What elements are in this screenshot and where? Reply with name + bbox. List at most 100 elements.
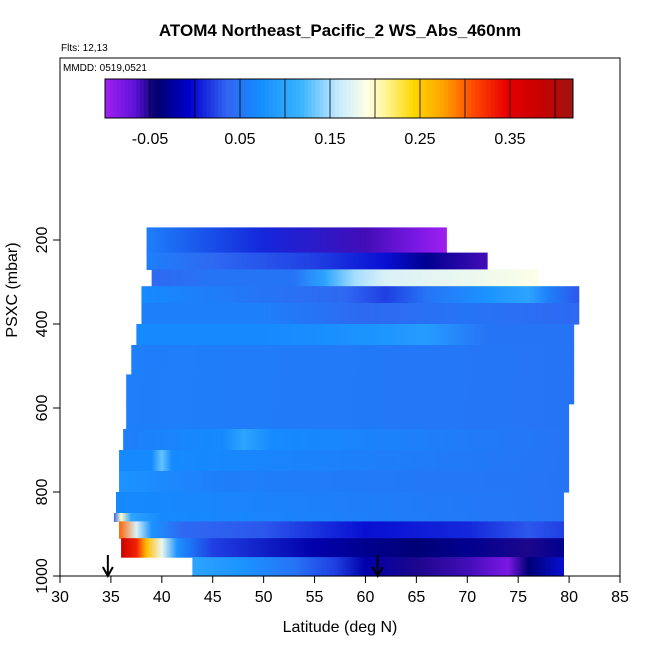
colorbar-tick-label: 0.25	[404, 131, 435, 148]
x-tick-label: 50	[255, 589, 273, 606]
colorbar-swatch	[241, 79, 246, 118]
colorbar-swatch	[444, 79, 449, 118]
x-tick-label: 75	[509, 589, 527, 606]
colorbar-swatch	[108, 79, 114, 118]
colorbar-swatch	[175, 79, 180, 118]
colorbar-swatch	[389, 79, 395, 118]
colorbar-swatch	[194, 79, 200, 118]
colorbar-swatch	[167, 79, 172, 118]
colorbar-swatch	[549, 79, 554, 118]
colorbar-swatch	[428, 79, 434, 118]
colorbar-swatch	[467, 79, 473, 118]
heat-cell-5-0	[136, 324, 575, 346]
x-tick-label: 55	[306, 589, 324, 606]
colorbar-swatch	[565, 79, 570, 118]
colorbar-swatch	[545, 79, 551, 118]
x-tick-label: 85	[611, 589, 629, 606]
colorbar-swatch	[292, 79, 297, 118]
colorbar-swatch	[370, 79, 375, 118]
colorbar-swatch	[495, 79, 500, 118]
colorbar-swatch	[163, 79, 168, 118]
colorbar-swatch	[311, 79, 317, 118]
colorbar-swatch	[436, 79, 441, 118]
colorbar-swatch	[202, 79, 207, 118]
colorbar-swatch	[276, 79, 281, 118]
colorbar-swatch	[151, 79, 157, 118]
colorbar-swatch	[171, 79, 176, 118]
colorbar-swatch	[514, 79, 519, 118]
colorbar-swatch	[253, 79, 258, 118]
colorbar-swatch	[459, 79, 465, 118]
colorbar-tick-label: 0.35	[494, 131, 525, 148]
colorbar-swatch	[452, 79, 457, 118]
colorbar-swatch	[323, 79, 328, 118]
x-axis: 30 35 40 45 50 55 60 65 70 75 80 85	[51, 576, 629, 606]
colorbar-swatch	[331, 79, 336, 118]
colorbar-swatch	[381, 79, 387, 118]
colorbar-swatch	[124, 79, 129, 118]
colorbar-swatch	[198, 79, 203, 118]
colorbar-swatch	[272, 79, 278, 118]
colorbar-swatch	[397, 79, 402, 118]
colorbar-swatch	[432, 79, 437, 118]
colorbar-swatch	[530, 79, 535, 118]
colorbar-swatch	[401, 79, 406, 118]
x-tick-label: 45	[204, 589, 222, 606]
colorbar-swatch	[526, 79, 531, 118]
colorbar-swatch	[362, 79, 367, 118]
x-tick-label: 35	[102, 589, 120, 606]
colorbar-swatch	[541, 79, 547, 118]
colorbar-swatch	[112, 79, 118, 118]
colorbar-swatch	[346, 79, 352, 118]
heat-cell-12-0	[116, 492, 564, 514]
colorbar-swatch	[557, 79, 562, 118]
heat-cell-1-0	[146, 252, 488, 270]
y-axis-label: PSXC (mbar)	[4, 242, 21, 337]
colorbar-swatch	[264, 79, 270, 118]
colorbar-swatch	[378, 79, 383, 118]
colorbar-swatch	[424, 79, 430, 118]
colorbar-swatch	[405, 79, 410, 118]
colorbar-swatch	[506, 79, 512, 118]
colorbar-swatch	[136, 79, 141, 118]
colorbar-swatch	[307, 79, 313, 118]
colorbar-swatch	[233, 79, 239, 118]
y-tick-label: 400	[34, 311, 51, 338]
colorbar-swatch	[537, 79, 543, 118]
colorbar-swatch	[206, 79, 211, 118]
colorbar-swatch	[342, 79, 348, 118]
chart-title: ATOM4 Northeast_Pacific_2 WS_Abs_460nm	[159, 21, 521, 40]
colorbar-swatch	[440, 79, 445, 118]
x-tick-label: 40	[153, 589, 171, 606]
colorbar-swatch	[268, 79, 274, 118]
heat-cell-8-0	[126, 403, 570, 430]
colorbar-swatch	[339, 79, 344, 118]
colorbar-swatch	[463, 79, 469, 118]
colorbar-swatch	[222, 79, 227, 118]
colorbar-swatch	[569, 79, 574, 118]
colorbar-swatch	[214, 79, 219, 118]
colorbar-swatch	[186, 79, 192, 118]
colorbar-swatch	[218, 79, 223, 118]
colorbar-swatch	[366, 79, 371, 118]
colorbar-swatch	[183, 79, 188, 118]
heat-cell-4-0	[141, 303, 580, 325]
colorbar-swatch	[296, 79, 301, 118]
colorbar-swatch	[502, 79, 508, 118]
colorbar-swatch	[471, 79, 476, 118]
colorbar-swatch	[510, 79, 515, 118]
colorbar-swatch	[303, 79, 309, 118]
colorbar-swatch	[374, 79, 379, 118]
heat-cell-11-0	[119, 471, 570, 493]
colorbar-swatch	[413, 79, 418, 118]
heat-cell-13-0	[113, 513, 565, 522]
y-tick-label: 800	[34, 479, 51, 506]
colorbar-swatch	[409, 79, 414, 118]
heatmap-layer	[113, 227, 580, 577]
colorbar-swatch	[483, 79, 488, 118]
y-tick-label: 200	[34, 227, 51, 254]
heat-cell-14-0	[119, 521, 565, 539]
x-tick-label: 70	[458, 589, 476, 606]
marker-arrow-1	[101, 555, 114, 579]
